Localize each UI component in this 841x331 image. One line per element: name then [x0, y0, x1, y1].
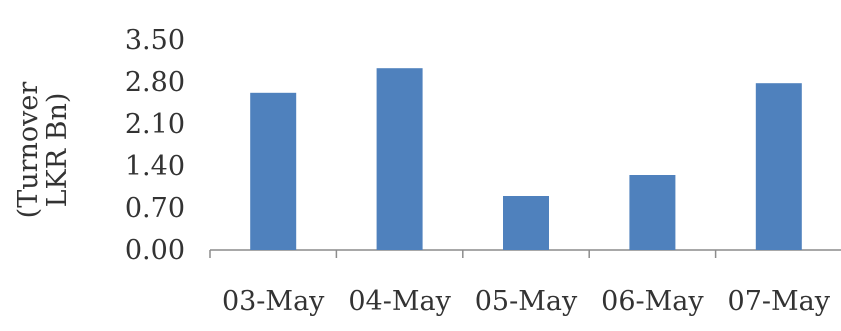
y-axis-label-line-1: (Turnover: [13, 82, 44, 219]
y-axis-label-line-2: LKR Bn): [42, 93, 73, 208]
y-axis-label: (Turnover LKR Bn): [13, 82, 73, 219]
x-tick-label: 04-May: [348, 286, 451, 317]
y-tick-label: 2.10: [125, 109, 185, 140]
y-tick-label: 1.40: [125, 151, 185, 182]
x-tick-label: 06-May: [601, 286, 704, 317]
bar-07-may: [755, 83, 802, 250]
bar-06-may: [629, 175, 676, 250]
bar-04-may: [376, 68, 423, 250]
y-tick-label: 2.80: [125, 67, 185, 98]
bar-03-may: [250, 92, 297, 250]
x-tick-label: 03-May: [222, 286, 325, 317]
y-tick-label: 3.50: [125, 25, 185, 56]
x-tick-label: 05-May: [475, 286, 578, 317]
x-tick-label: 07-May: [728, 286, 831, 317]
bar-05-may: [503, 196, 549, 250]
plot-area: 0.00 0.70 1.40 2.10 2.80 3.50 03-May 04-May 05-M…: [125, 25, 841, 317]
y-tick-label: 0.00: [125, 235, 185, 266]
y-tick-label: 0.70: [125, 193, 185, 224]
